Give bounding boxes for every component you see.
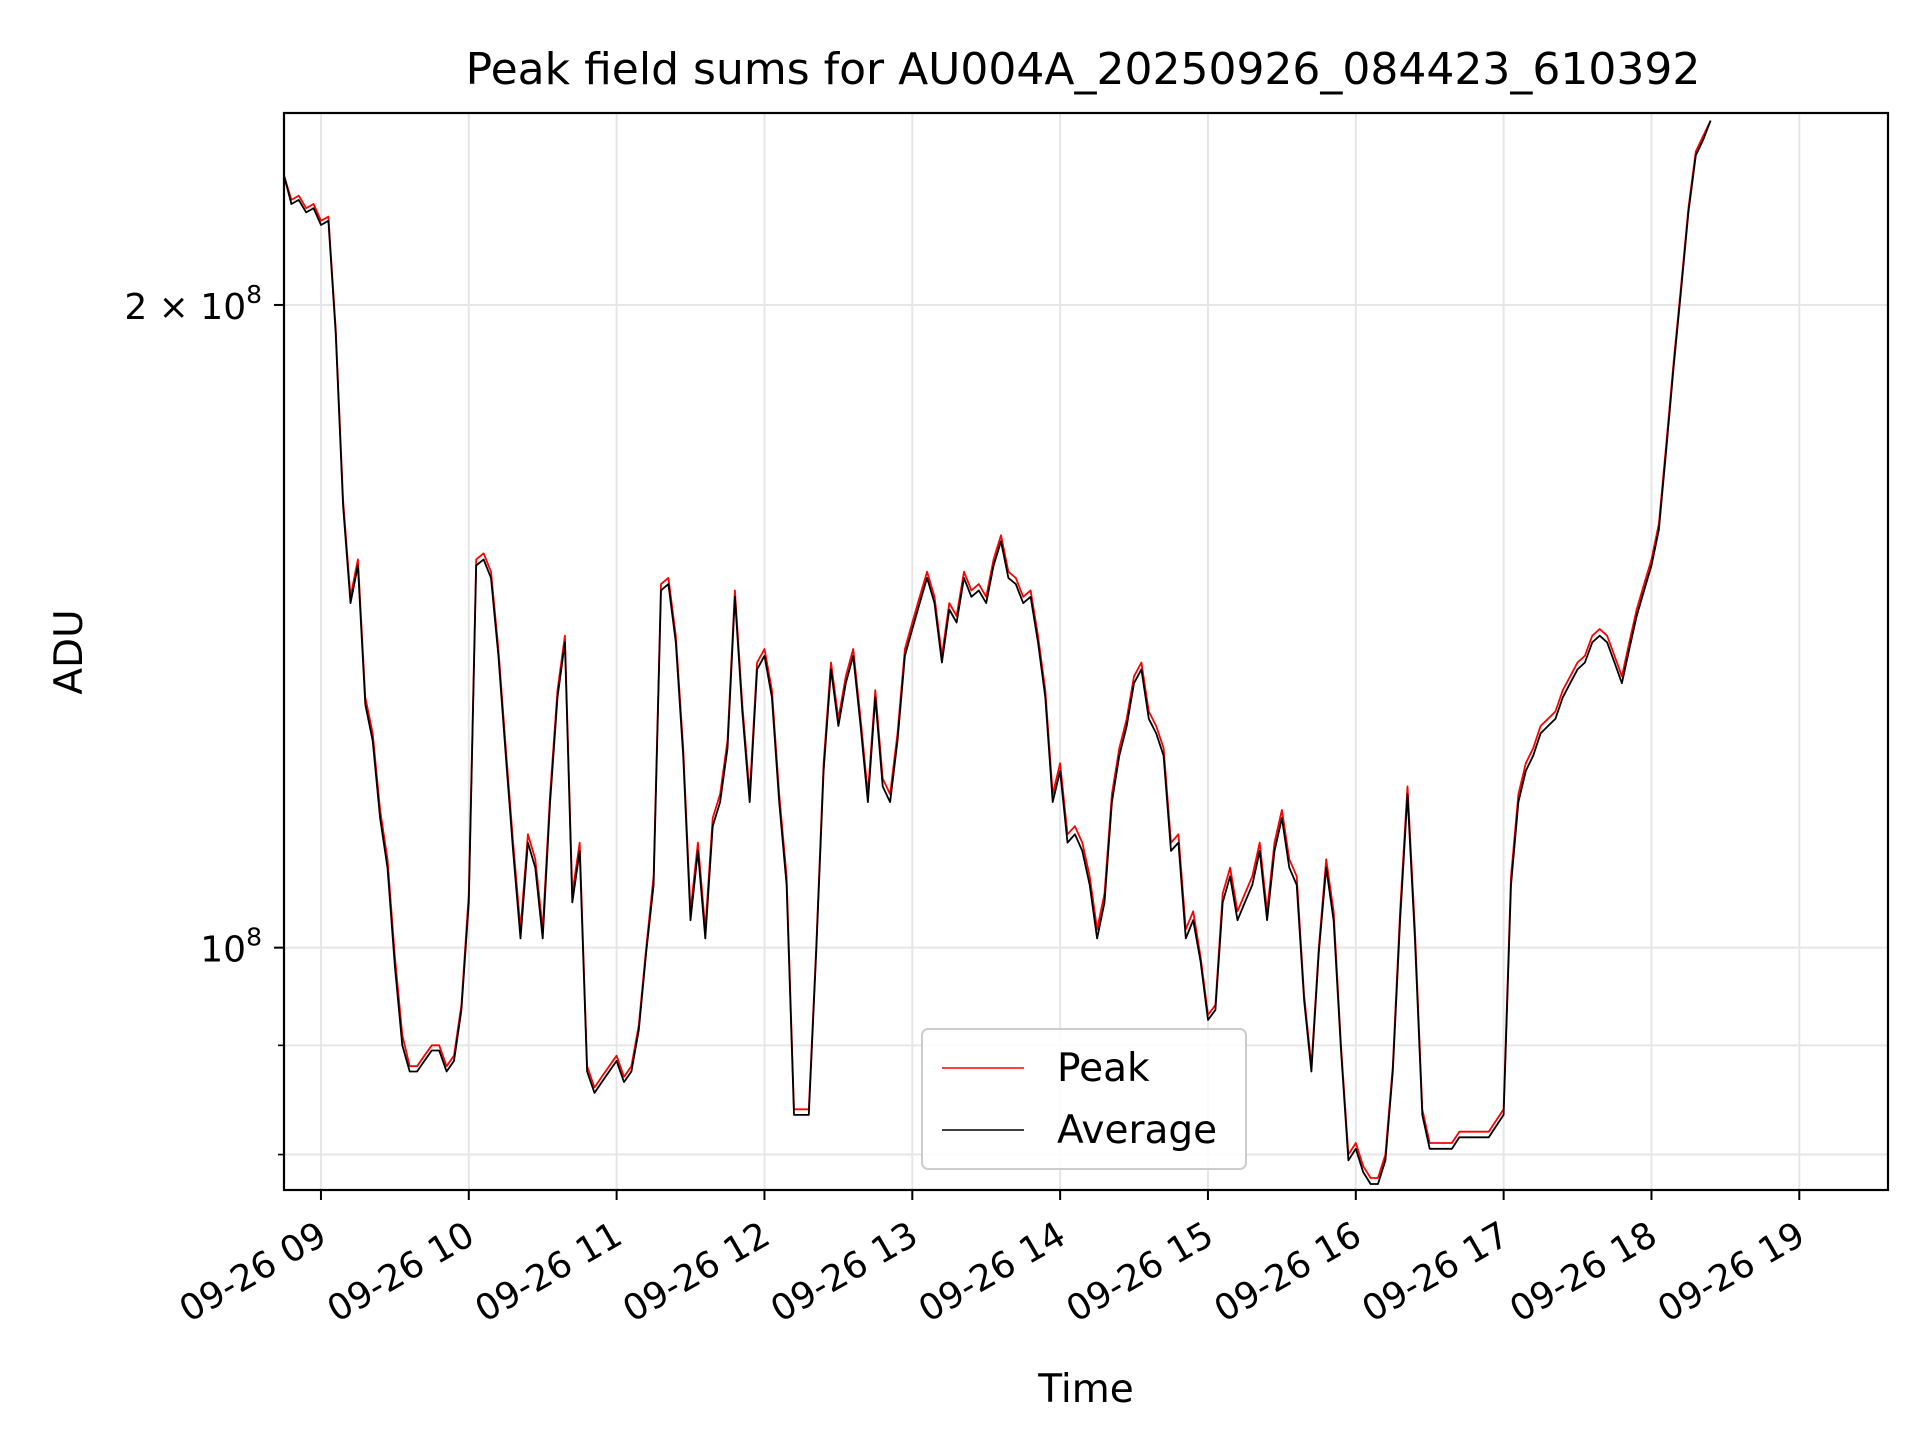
chart-title: Peak field sums for AU004A_20250926_0844… [466, 44, 1701, 95]
series-layer [283, 120, 1712, 1185]
y-tick-label: 2 × 108 [124, 280, 262, 328]
series-line-average [283, 120, 1712, 1185]
y-axis-label: ADU [47, 609, 92, 694]
legend-box [921, 1028, 1247, 1170]
legend-label-average: Average [1057, 1108, 1217, 1153]
y-axis: 108 2 × 108 [124, 280, 284, 1156]
plot-area-frame [282, 111, 1890, 1192]
legend: Peak Average [921, 1028, 1247, 1170]
x-axis-label: Time [1037, 1367, 1133, 1412]
y-tick-label: 108 [200, 923, 262, 971]
legend-label-peak: Peak [1057, 1046, 1150, 1091]
